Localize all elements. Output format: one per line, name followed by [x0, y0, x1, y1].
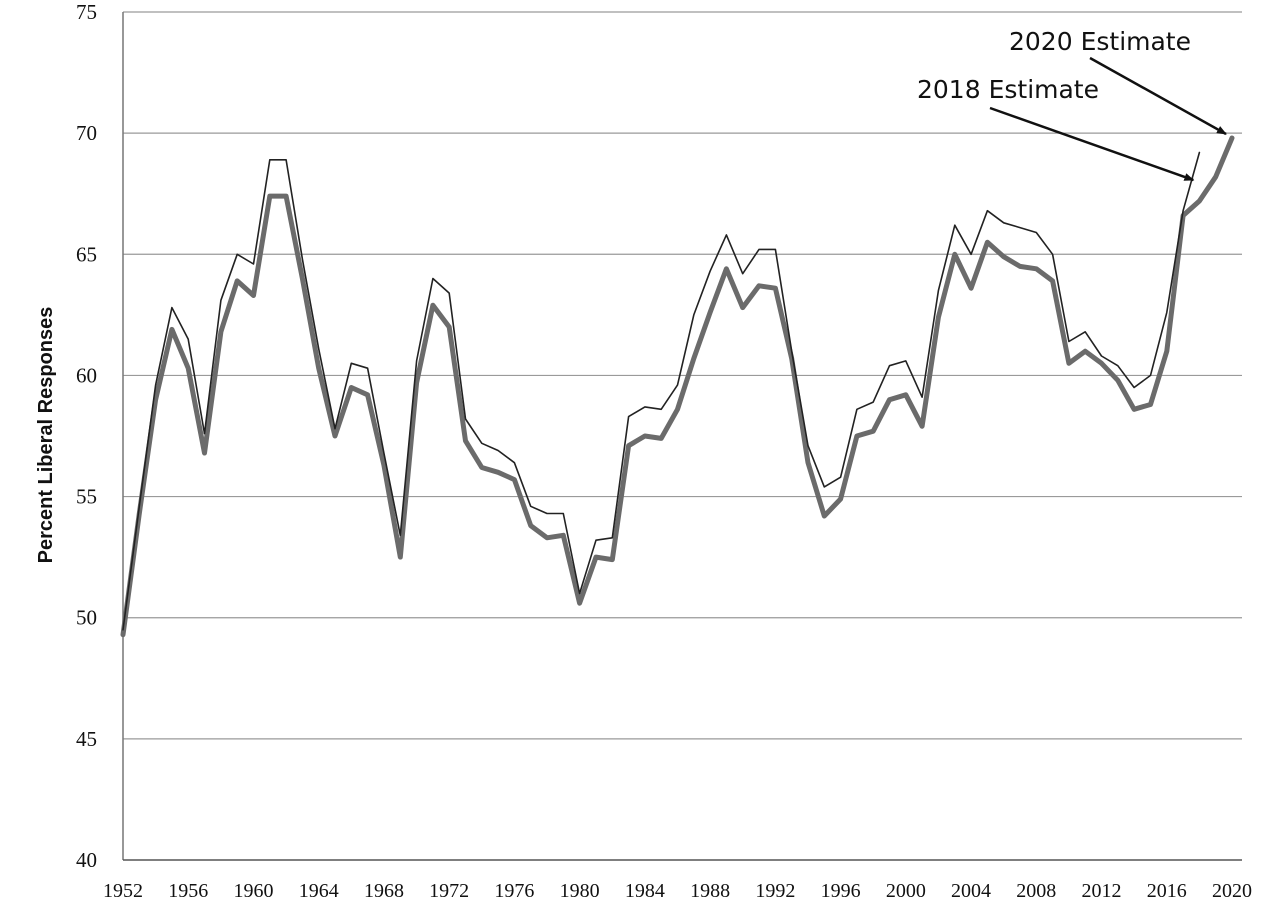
annotation-label: 2018 Estimate [917, 75, 1099, 104]
annotation-arrow [989, 106, 1195, 182]
y-axis-label: Percent Liberal Responses [35, 307, 57, 564]
annotations: 2020 Estimate 2018 Estimate [917, 27, 1227, 182]
x-tick-label: 2008 [1016, 880, 1056, 902]
gridlines [123, 11, 1242, 740]
x-tick-label: 2016 [1147, 880, 1187, 902]
x-tick-labels: 1952 1956 1960 1964 1968 1972 1976 1980 1984 1988… [103, 880, 1252, 902]
series-lines [120, 135, 1235, 638]
y-tick-label: 70 [76, 121, 97, 145]
x-tick-label: 2020 [1212, 880, 1252, 902]
x-tick-label: 1960 [233, 880, 273, 902]
x-tick-label: 1996 [821, 880, 861, 902]
series-line-1 [120, 135, 1235, 638]
x-tick-label: 2004 [951, 880, 991, 902]
x-tick-label: 1976 [494, 880, 534, 902]
x-tick-label: 1956 [168, 880, 208, 902]
x-tick-label: 2000 [886, 880, 926, 902]
axes [122, 12, 1242, 861]
x-tick-label: 1964 [299, 880, 339, 902]
series-line-2 [122, 151, 1201, 631]
y-tick-label: 75 [76, 0, 97, 24]
x-tick-label: 1968 [364, 880, 404, 902]
y-tick-label: 50 [76, 606, 97, 630]
annotation-label: 2020 Estimate [1009, 27, 1191, 56]
x-tick-label: 2012 [1082, 880, 1122, 902]
x-tick-label: 1952 [103, 880, 143, 902]
annotation-arrow [1089, 56, 1227, 136]
x-tick-label: 1988 [690, 880, 730, 902]
y-tick-label: 40 [76, 848, 97, 872]
x-tick-label: 1984 [625, 880, 665, 902]
y-tick-label: 65 [76, 242, 97, 266]
x-tick-label: 1972 [429, 880, 469, 902]
y-tick-label: 55 [76, 485, 97, 509]
x-tick-label: 1980 [560, 880, 600, 902]
x-tick-label: 1992 [755, 880, 795, 902]
y-tick-label: 45 [76, 727, 97, 751]
y-tick-label: 60 [76, 363, 97, 387]
y-tick-labels: 40 45 50 55 60 65 70 75 [76, 0, 97, 872]
